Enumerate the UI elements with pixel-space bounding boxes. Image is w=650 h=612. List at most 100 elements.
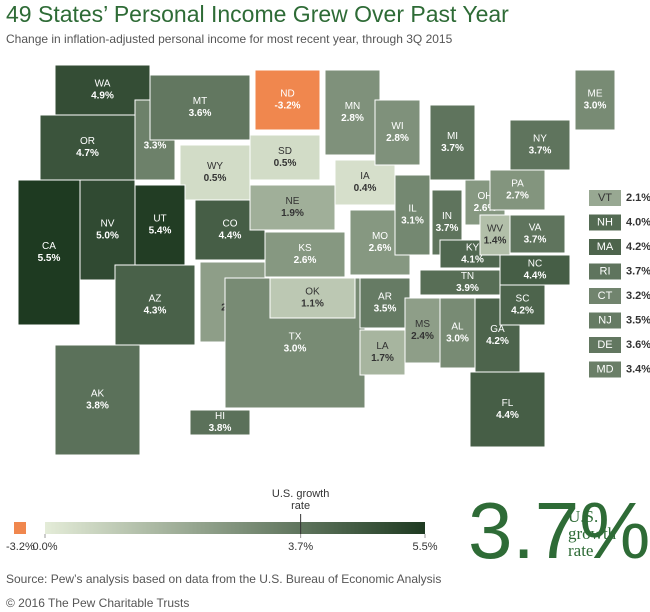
state (249, 184, 336, 231)
legend-tick-label: -3.2% (6, 541, 35, 553)
state-name: LA (376, 341, 389, 352)
state-value: 3.0% (446, 334, 469, 345)
state (504, 214, 566, 254)
small-state-name: RI (600, 265, 611, 277)
small-state-value: 3.4% (626, 363, 650, 375)
small-state-name: MD (596, 363, 613, 375)
state (54, 344, 141, 456)
state-name: TN (461, 271, 474, 282)
state-name: CA (42, 241, 56, 252)
state (17, 179, 81, 326)
state-name: WA (95, 79, 111, 90)
small-state (589, 337, 621, 353)
us-growth-value: 3.7% (468, 486, 650, 575)
small-state-value: 4.0% (626, 216, 650, 228)
state-name: GA (490, 324, 505, 335)
state-name: AL (451, 322, 464, 333)
state-name: AR (378, 292, 392, 303)
state-value: 3.9% (456, 283, 479, 294)
state-name: KS (298, 243, 312, 254)
state-name: UT (153, 214, 166, 225)
small-state (589, 361, 621, 378)
state-name: KY (466, 243, 480, 254)
state-name: NE (286, 196, 300, 207)
state (469, 371, 546, 448)
state (189, 409, 251, 436)
state-value: 2.4% (411, 331, 434, 342)
state (334, 159, 396, 206)
small-state (589, 312, 621, 329)
small-state-value: 3.2% (626, 290, 650, 302)
legend-tick-label: 3.7% (288, 541, 313, 553)
state-value: 4.4% (496, 410, 519, 421)
state (394, 174, 431, 256)
state-name: WI (391, 121, 403, 132)
state-value: 4.9% (91, 91, 114, 102)
state (429, 104, 476, 181)
state-value: 1.4% (484, 236, 507, 247)
state-name: NV (101, 219, 115, 230)
small-state-value: 3.5% (626, 314, 650, 326)
state-name: NY (533, 134, 547, 145)
state-value: 4.7% (76, 148, 99, 159)
small-state-name: DE (597, 339, 612, 351)
state-name: HI (215, 411, 225, 422)
state (114, 264, 196, 346)
state (264, 231, 346, 278)
small-state-name: NH (597, 216, 613, 228)
copyright: © 2016 The Pew Charitable Trusts (6, 596, 189, 610)
small-state-value: 4.2% (626, 241, 650, 253)
small-state-name: MA (597, 241, 614, 253)
state-name: ME (588, 89, 603, 100)
state (269, 277, 356, 319)
state-value: 5.5% (38, 253, 61, 264)
state (359, 329, 406, 376)
state (39, 114, 136, 181)
state-name: OR (80, 136, 95, 147)
small-state-name: VT (598, 192, 612, 204)
state (249, 134, 321, 181)
state-value: 3.6% (189, 108, 212, 119)
state-value: 2.6% (369, 243, 392, 254)
state-name: IL (408, 204, 417, 215)
small-state (589, 214, 621, 231)
state-value: 3.5% (374, 304, 397, 315)
state-value: 2.6% (294, 255, 317, 266)
state-value: 1.1% (301, 299, 324, 310)
state-name: NC (528, 259, 542, 270)
state-name: AK (91, 389, 105, 400)
state-name: IA (360, 171, 370, 182)
small-state (589, 190, 621, 206)
state (509, 119, 571, 171)
state-name: FL (502, 398, 514, 409)
state-value: 0.5% (274, 158, 297, 169)
state (374, 99, 421, 166)
small-state-value: 3.7% (626, 265, 650, 277)
small-state-name: NJ (598, 314, 611, 326)
small-state-value: 2.1% (626, 192, 650, 204)
small-state (589, 263, 621, 280)
state-name: MI (447, 131, 458, 142)
state-name: MS (415, 319, 430, 330)
state (254, 69, 321, 131)
state (54, 64, 151, 116)
state-value: 0.4% (354, 183, 377, 194)
state-value: 5.4% (149, 226, 172, 237)
small-state-value: 3.6% (626, 339, 650, 351)
state (324, 69, 381, 156)
state-name: PA (511, 179, 524, 190)
small-state (589, 239, 621, 255)
state-value: -3.2% (274, 101, 300, 112)
state-value: 3.8% (86, 401, 109, 412)
state-name: SC (516, 294, 530, 305)
legend-bar (45, 522, 425, 534)
state (359, 277, 411, 329)
state-value: 3.0% (584, 101, 607, 112)
state (499, 284, 546, 326)
state-value: 2.6% (474, 203, 497, 214)
state-name: SD (278, 146, 292, 157)
state-name: IN (442, 211, 452, 222)
state-value: 1.7% (371, 353, 394, 364)
